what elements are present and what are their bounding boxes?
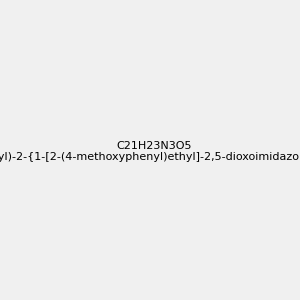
Text: C21H23N3O5
N-(4-methoxyphenyl)-2-{1-[2-(4-methoxyphenyl)ethyl]-2,5-dioxoimidazol: C21H23N3O5 N-(4-methoxyphenyl)-2-{1-[2-(… [0, 141, 300, 162]
